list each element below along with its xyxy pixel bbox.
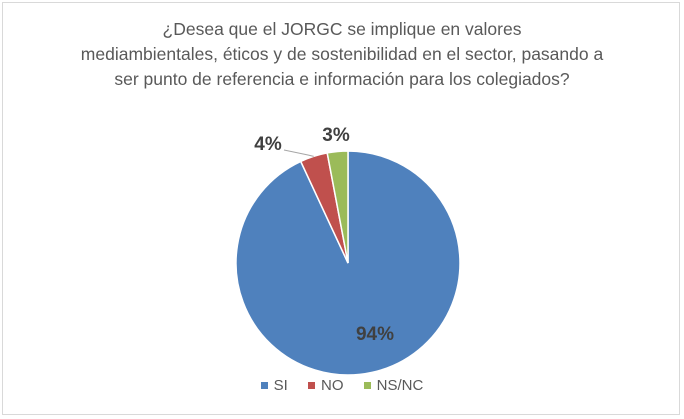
leader-line-no	[283, 149, 314, 157]
legend-swatch-no	[308, 382, 315, 389]
legend-label-no: NO	[321, 377, 344, 394]
chart-title-line-1: ¿Desea que el JORGC se implique en valor…	[162, 19, 522, 39]
pie-chart: 94% 4% 3%	[235, 125, 461, 376]
legend-label-nsnc: NS/NC	[376, 377, 424, 394]
chart-title: ¿Desea que el JORGC se implique en valor…	[3, 17, 681, 92]
data-label-si: 94%	[356, 324, 394, 345]
chart-title-line-2: mediambientales, éticos y de sostenibili…	[80, 44, 604, 64]
legend-swatch-nsnc	[363, 382, 371, 389]
legend-item-no: NO	[308, 377, 344, 394]
chart-area: ¿Desea que el JORGC se implique en valor…	[2, 2, 680, 415]
data-label-no: 4%	[254, 134, 282, 155]
legend-label-si: SI	[273, 377, 288, 394]
legend-swatch-si	[260, 382, 268, 389]
chart-legend: SI NO NS/NC	[3, 377, 681, 394]
legend-item-si: SI	[260, 377, 288, 394]
data-label-nsnc: 3%	[322, 125, 350, 146]
pie-slice-nsnc	[326, 150, 349, 264]
legend-item-nsnc: NS/NC	[363, 377, 424, 394]
chart-title-line-3: ser punto de referencia e información pa…	[114, 69, 570, 89]
